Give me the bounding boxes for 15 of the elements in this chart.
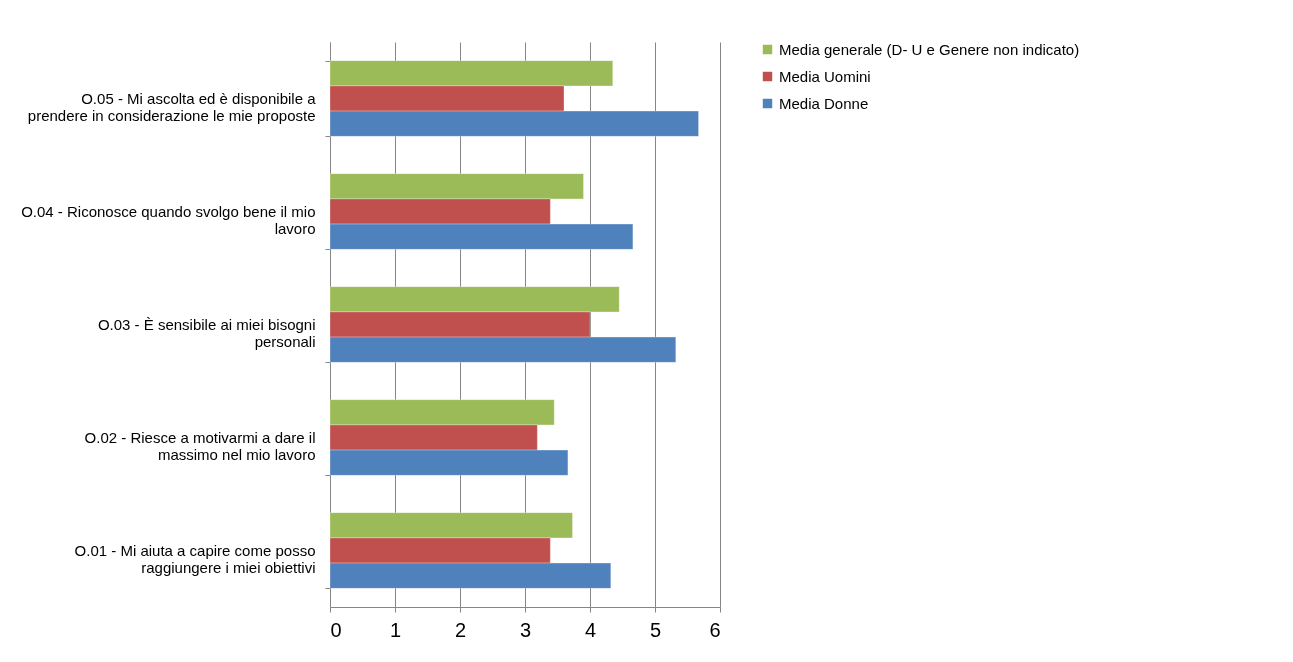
legend-label: Media Donne — [779, 94, 869, 112]
legend-label: Media Uomini — [779, 67, 871, 85]
y-tick-label: O.02 - Riesce a motivarmi a dare il massimo nel mio lavoro — [84, 429, 316, 463]
x-tick-label: 6 — [709, 618, 721, 641]
x-tick-label: 5 — [649, 618, 662, 641]
x-tick-label: 1 — [389, 618, 402, 641]
x-tick-label: 0 — [330, 618, 342, 641]
x-tick-label: 3 — [519, 618, 532, 641]
x-tick-label: 2 — [454, 618, 467, 641]
y-tick-label: O.04 - Riconosce quando svolgo bene il mio lavoro — [21, 203, 316, 237]
y-tick-label: O.05 - Mi ascolta ed è disponibile a prendere in considerazione le mie proposte — [27, 90, 317, 124]
y-tick-label: O.01 - Mi aiuta a capire come posso raggiungere i miei obiettivi — [74, 542, 316, 576]
x-tick-label: 4 — [584, 618, 597, 641]
legend-label: Media generale (D- U e Genere non indicato) — [779, 40, 1080, 58]
y-tick-label: O.03 - È sensibile ai miei bisogni personali — [97, 316, 316, 350]
